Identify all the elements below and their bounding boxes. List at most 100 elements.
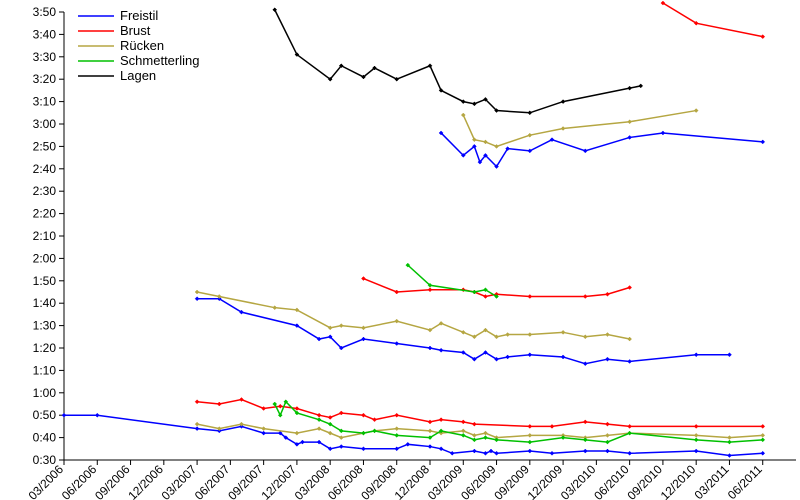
series-marker xyxy=(528,333,532,337)
series-marker xyxy=(583,420,587,424)
series-marker xyxy=(528,353,532,357)
series-marker xyxy=(506,355,510,359)
series-marker xyxy=(339,324,343,328)
series-marker xyxy=(295,431,299,435)
series-marker xyxy=(550,424,554,428)
series-marker xyxy=(472,102,476,106)
series-marker xyxy=(195,422,199,426)
series-marker xyxy=(195,297,199,301)
series-marker xyxy=(727,436,731,440)
series-marker xyxy=(328,431,332,435)
series-marker xyxy=(661,131,665,135)
series-marker xyxy=(694,424,698,428)
series-marker xyxy=(550,451,554,455)
series-marker xyxy=(361,277,365,281)
series-marker xyxy=(461,330,465,334)
series-marker xyxy=(361,413,365,417)
series-marker xyxy=(561,100,565,104)
series-marker xyxy=(694,449,698,453)
series-marker xyxy=(428,420,432,424)
y-tick-label: 1:00 xyxy=(33,386,57,400)
series-marker xyxy=(489,449,493,453)
series-marker xyxy=(461,433,465,437)
series-marker xyxy=(528,424,532,428)
series-marker xyxy=(506,333,510,337)
series-marker xyxy=(472,449,476,453)
series-marker xyxy=(628,86,632,90)
series-marker xyxy=(628,359,632,363)
series-marker xyxy=(472,422,476,426)
series-marker xyxy=(639,84,643,88)
series-marker xyxy=(583,294,587,298)
series-marker xyxy=(483,436,487,440)
y-tick-label: 0:40 xyxy=(33,431,57,445)
series-marker xyxy=(605,449,609,453)
series-marker xyxy=(761,438,765,442)
series-marker xyxy=(406,442,410,446)
series-marker xyxy=(561,330,565,334)
series-marker xyxy=(262,427,266,431)
legend-label: Schmetterling xyxy=(120,53,199,68)
y-tick-label: 2:00 xyxy=(33,251,57,265)
series-marker xyxy=(195,427,199,431)
series-marker xyxy=(583,362,587,366)
series-line xyxy=(663,3,763,37)
y-tick-label: 3:00 xyxy=(33,117,57,131)
legend-label: Rücken xyxy=(120,38,164,53)
series-marker xyxy=(373,429,377,433)
series-marker xyxy=(461,420,465,424)
series-marker xyxy=(727,440,731,444)
swim-times-chart: 0:300:400:501:001:101:201:301:401:502:00… xyxy=(0,0,800,500)
y-tick-label: 1:40 xyxy=(33,296,57,310)
series-marker xyxy=(317,427,321,431)
series-marker xyxy=(605,292,609,296)
series-marker xyxy=(761,140,765,144)
series-marker xyxy=(472,433,476,437)
series-marker xyxy=(761,433,765,437)
y-tick-label: 3:40 xyxy=(33,27,57,41)
series-marker xyxy=(339,445,343,449)
series-marker xyxy=(95,413,99,417)
series-marker xyxy=(528,111,532,115)
series-marker xyxy=(761,35,765,39)
series-marker xyxy=(300,440,304,444)
series-marker xyxy=(628,135,632,139)
series-marker xyxy=(605,433,609,437)
series-marker xyxy=(694,353,698,357)
series-marker xyxy=(361,337,365,341)
series-marker xyxy=(317,413,321,417)
series-marker xyxy=(361,447,365,451)
series-marker xyxy=(439,418,443,422)
series-marker xyxy=(395,427,399,431)
series-line xyxy=(441,133,763,167)
series-line xyxy=(463,111,696,147)
series-marker xyxy=(262,406,266,410)
series-marker xyxy=(217,402,221,406)
series-marker xyxy=(472,438,476,442)
series-marker xyxy=(450,451,454,455)
legend-label: Brust xyxy=(120,23,151,38)
series-marker xyxy=(483,294,487,298)
series-marker xyxy=(727,353,731,357)
series-marker xyxy=(628,286,632,290)
legend-label: Freistil xyxy=(120,8,158,23)
series-marker xyxy=(395,319,399,323)
series-line xyxy=(408,265,497,296)
series-marker xyxy=(495,451,499,455)
series-marker xyxy=(295,406,299,410)
series-marker xyxy=(761,424,765,428)
series-marker xyxy=(495,144,499,148)
series-marker xyxy=(483,431,487,435)
series-marker xyxy=(561,126,565,130)
series-marker xyxy=(195,400,199,404)
series-marker xyxy=(239,398,243,402)
series-marker xyxy=(439,447,443,451)
series-marker xyxy=(605,357,609,361)
series-marker xyxy=(273,306,277,310)
series-marker xyxy=(561,355,565,359)
series-marker xyxy=(628,120,632,124)
series-marker xyxy=(727,454,731,458)
series-marker xyxy=(428,445,432,449)
series-marker xyxy=(528,440,532,444)
series-marker xyxy=(395,433,399,437)
